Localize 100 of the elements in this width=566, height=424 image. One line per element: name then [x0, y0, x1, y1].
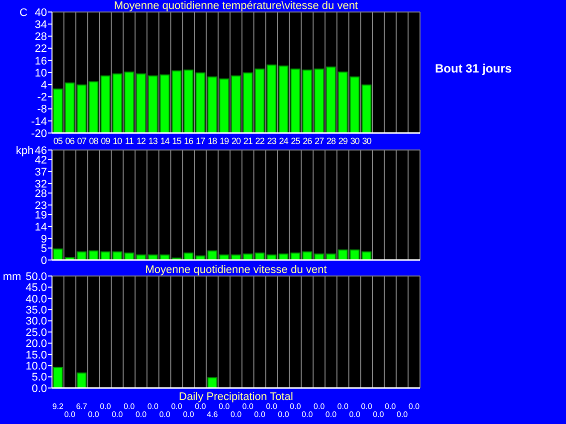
bar — [88, 81, 98, 134]
y-tick-label: 28 — [34, 188, 47, 200]
data-label: 0.0 — [171, 402, 183, 411]
bar — [53, 248, 63, 260]
y-tick-label: 42 — [34, 154, 47, 166]
x-tick-label: 07 — [77, 136, 87, 146]
bar — [76, 251, 87, 260]
bar — [124, 252, 134, 260]
bar — [184, 70, 194, 134]
data-label: 0.0 — [147, 402, 160, 411]
bar — [172, 70, 182, 134]
bar — [242, 72, 253, 134]
bar — [314, 68, 324, 134]
bar — [350, 76, 360, 134]
y-tick-label: 20.0 — [26, 338, 47, 350]
x-tick-label: 18 — [208, 136, 218, 146]
y-tick-label: 30.0 — [26, 316, 47, 328]
data-label: 0.0 — [88, 410, 100, 419]
x-axis-title: Daily Precipitation Total — [178, 391, 294, 403]
bar — [76, 372, 87, 388]
data-label: 0.0 — [290, 402, 302, 411]
data-label: 0.0 — [361, 402, 373, 411]
data-label: 0.0 — [218, 402, 230, 411]
x-tick-label: 19 — [220, 136, 230, 146]
data-label: 6.7 — [76, 402, 88, 411]
bar — [100, 251, 110, 260]
bar — [290, 68, 300, 134]
data-label: 0.0 — [302, 410, 314, 419]
y-tick-label: 37 — [34, 166, 47, 178]
bar — [124, 72, 134, 134]
y-tick-label: 32 — [34, 178, 47, 190]
x-tick-label: 20 — [231, 136, 241, 146]
bar — [100, 75, 110, 134]
y-tick-label: 22 — [34, 43, 47, 56]
y-axis-title: mm — [2, 270, 22, 283]
x-tick-label: 25 — [290, 136, 300, 146]
y-tick-label: 35.0 — [26, 304, 47, 316]
bar — [64, 82, 75, 134]
y-tick-label: 0.0 — [32, 382, 47, 395]
x-tick-label: 30 — [362, 136, 372, 146]
data-label: 0.0 — [266, 402, 278, 411]
y-axis-title: kph — [16, 144, 34, 157]
x-tick-label: 05 — [53, 136, 63, 146]
x-tick-label: 23 — [267, 136, 277, 146]
data-label: 0.0 — [242, 402, 254, 411]
x-tick-label: 21 — [243, 136, 253, 146]
data-label: 0.0 — [112, 410, 124, 419]
bar — [278, 66, 288, 134]
data-label: 0.0 — [254, 410, 266, 419]
y-tick-label: 4 — [40, 79, 47, 92]
y-tick-label: -20 — [31, 128, 47, 140]
data-label: 0.0 — [230, 410, 242, 419]
data-label: 0.0 — [325, 410, 338, 419]
y-tick-label: 5.0 — [32, 372, 47, 384]
y-tick-label: 15.0 — [26, 349, 47, 362]
bar — [254, 68, 265, 134]
y-tick-label: 46 — [34, 144, 47, 157]
x-tick-label: 09 — [100, 136, 110, 146]
x-tick-label: 30 — [350, 136, 360, 146]
y-tick-label: 50.0 — [26, 270, 47, 283]
data-label: 0.0 — [384, 402, 396, 411]
x-tick-label: 08 — [89, 136, 99, 146]
x-tick-label: 15 — [172, 136, 182, 146]
bar — [231, 75, 241, 134]
y-tick-label: 14 — [34, 221, 47, 234]
data-label: 0.0 — [314, 402, 326, 411]
y-axis-title: C — [19, 6, 28, 19]
x-tick-label: 13 — [148, 136, 158, 146]
data-label: 0.0 — [372, 410, 385, 419]
chart-title: Moyenne quotidienne température\vitesse du vent — [114, 0, 358, 12]
bar — [112, 73, 122, 134]
bar — [338, 249, 348, 260]
data-label: 0.0 — [194, 402, 206, 411]
x-tick-label: 16 — [184, 136, 194, 146]
x-tick-label: 12 — [136, 136, 146, 146]
y-tick-label: 40 — [34, 6, 47, 19]
x-tick-label: 22 — [255, 136, 265, 146]
y-tick-label: 25.0 — [26, 326, 47, 339]
bar — [302, 70, 312, 134]
x-tick-label: 24 — [278, 136, 288, 146]
bar — [53, 366, 63, 388]
data-label: 0.0 — [349, 410, 361, 419]
data-label: 4.6 — [206, 410, 218, 419]
y-tick-label: -8 — [37, 104, 47, 116]
bar — [88, 250, 98, 260]
data-label: 0.0 — [278, 410, 290, 419]
chart-title: Moyenne quotidienne vitesse du vent — [145, 264, 327, 276]
y-tick-label: 5 — [40, 242, 47, 255]
bar — [184, 252, 194, 260]
data-label: 0.0 — [337, 402, 349, 411]
bar — [326, 66, 336, 134]
y-tick-label: -14 — [31, 116, 47, 128]
bar — [76, 84, 87, 134]
bar — [148, 75, 158, 134]
data-label: 0.0 — [182, 410, 195, 419]
data-label: 0.0 — [396, 410, 408, 419]
y-tick-label: 9 — [40, 233, 47, 246]
bar — [338, 72, 348, 134]
x-tick-label: 26 — [302, 136, 312, 146]
data-label: 0.0 — [135, 410, 148, 419]
